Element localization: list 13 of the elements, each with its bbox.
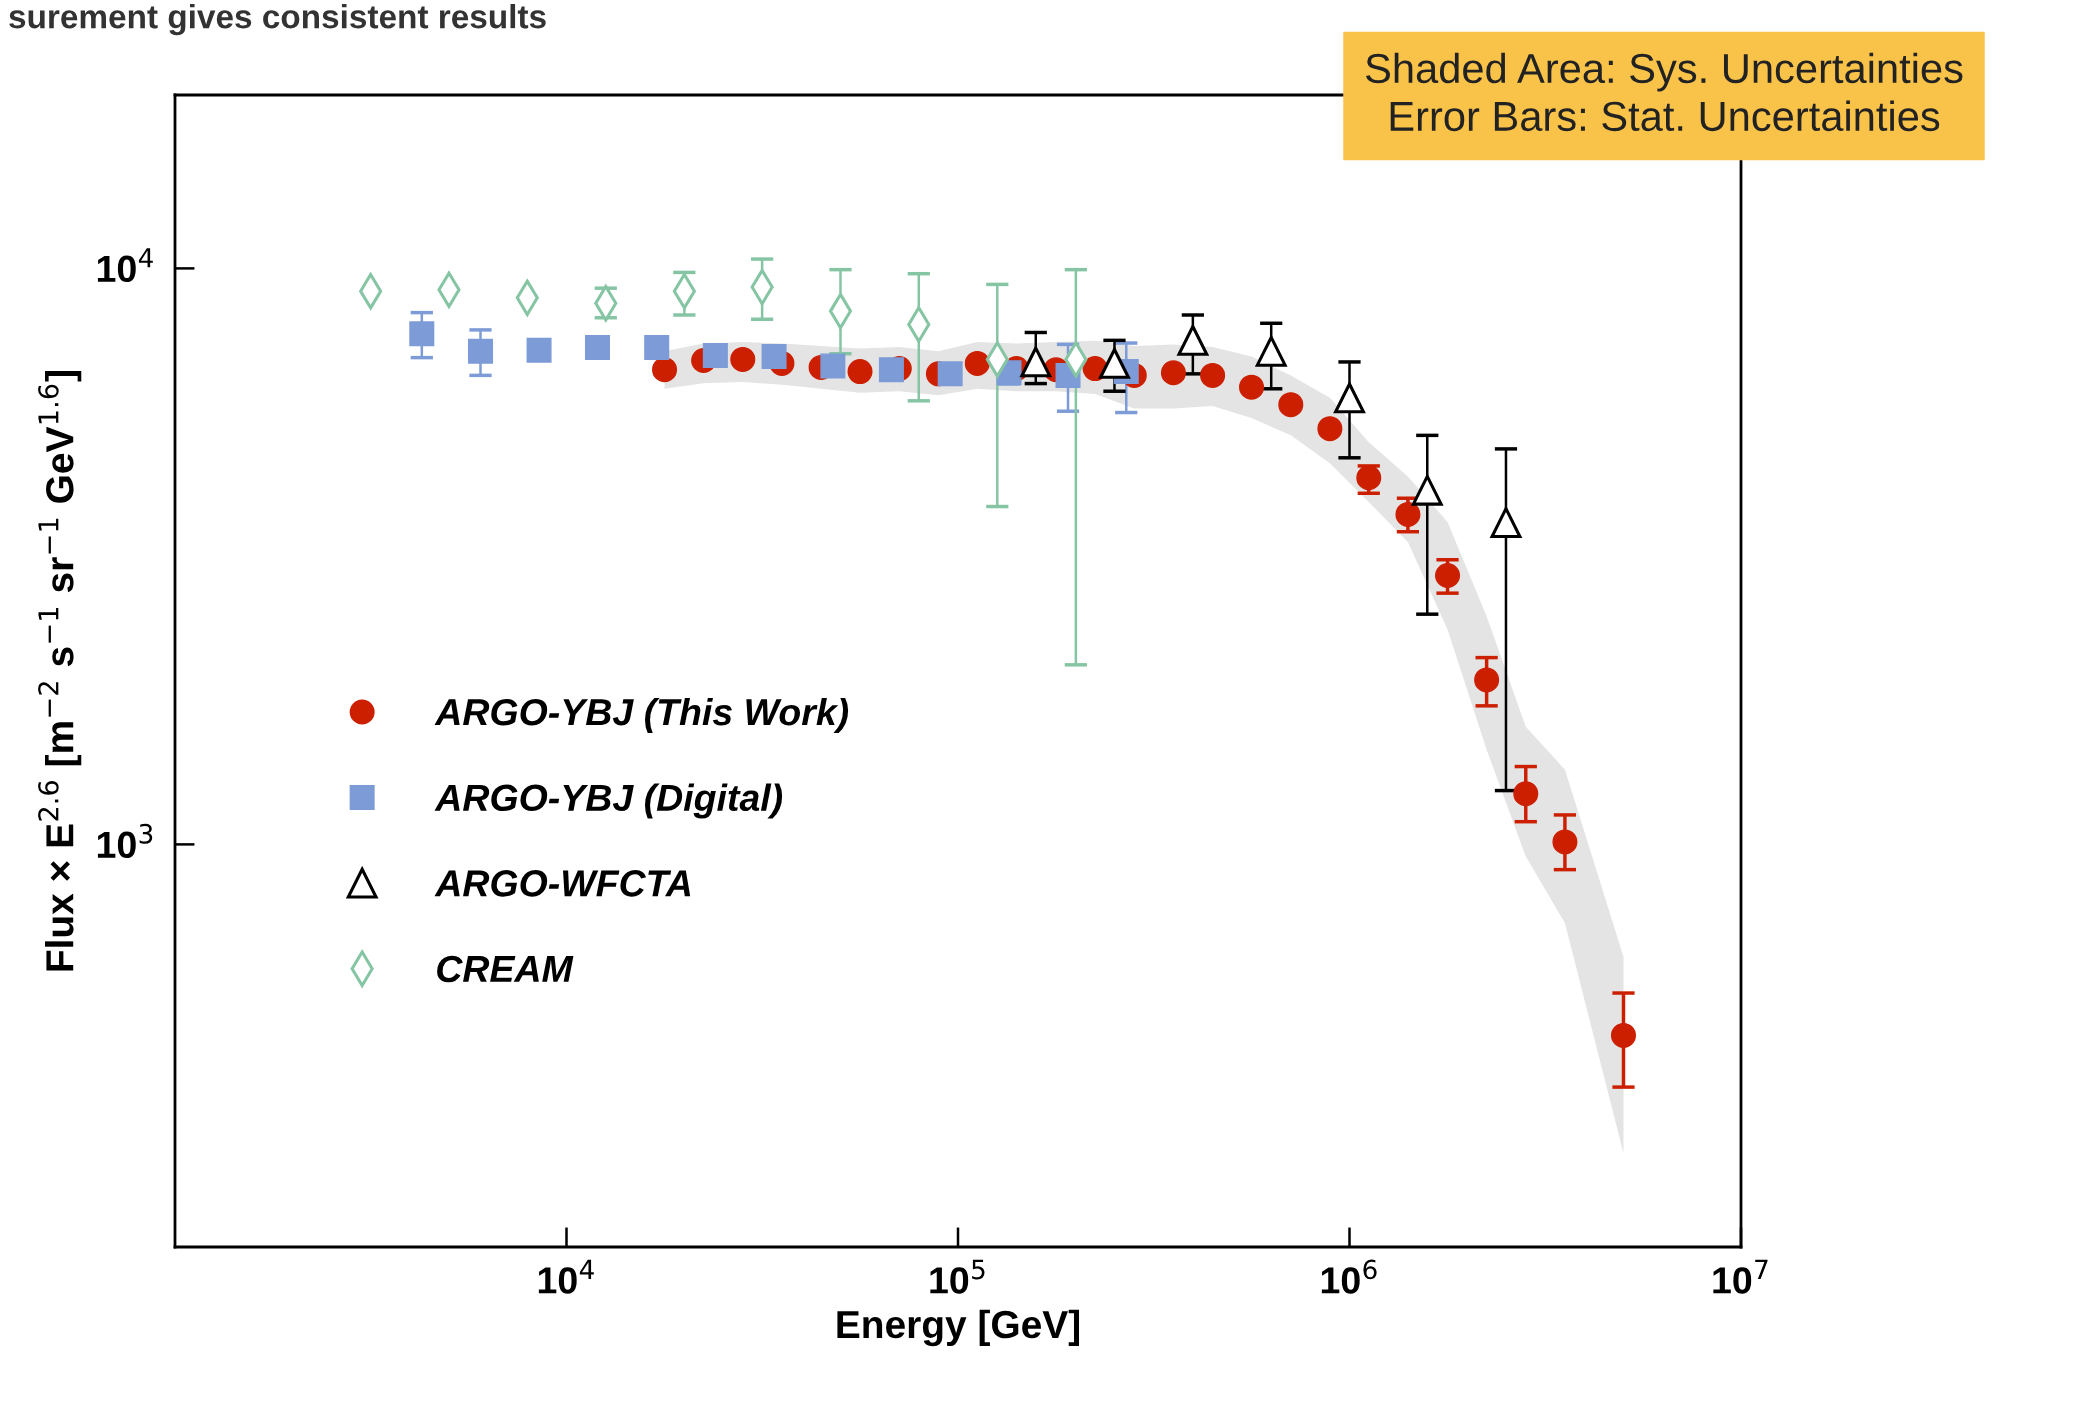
x-tick-label: 10$^{4}$	[538, 1259, 594, 1294]
x-tick-label: 10$^{5}$	[930, 1259, 985, 1294]
legend-label: ARGO-WFCTA	[434, 870, 691, 897]
text: surement gives consistent results	[9, 4, 546, 36]
legend-label: ARGO-YBJ (This Work)	[434, 697, 849, 733]
x-tick-label: 10$^{7}$	[1713, 1259, 1768, 1294]
annotation: Shaded Area: Sys. Uncertainties Error Bars: Stat. Uncertainties	[1365, 52, 1963, 132]
legend-label: CREAM	[437, 955, 574, 983]
x-tick-label: 10$^{6}$	[1321, 1259, 1377, 1294]
y-tick-label: 10$^{3}$	[97, 823, 153, 859]
legend-label: ARGO-YBJ (Digital)	[434, 783, 783, 819]
text: Flux × E$^{2.6}$ [m$^{−2}$ s$^{−1}$ sr$^{−1}$ GeV$^{1.6}$]	[38, 371, 82, 971]
x-axis-title: Energy [GeV]	[837, 1309, 1079, 1347]
